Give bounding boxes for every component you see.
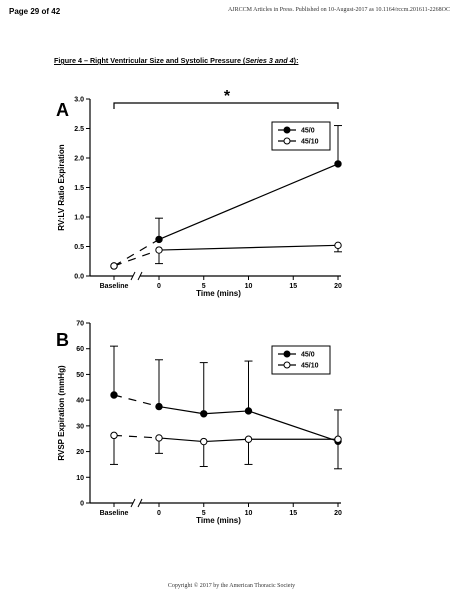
panel-a-y-tick-label: 3.0: [74, 97, 84, 104]
panel-b-series-1-line-segment: [248, 410, 339, 442]
panel-a-series-2-line-segment: [158, 244, 339, 251]
panel-b-x-tick-label: 15: [289, 510, 297, 517]
panel-a-x-tick-label: 0: [157, 283, 161, 290]
panel-a-x-tick-label: 15: [289, 283, 297, 290]
panel-b-y-tick-label: 60: [76, 346, 84, 353]
panel-a-series-1-line-segment: [158, 163, 339, 240]
panel-a-legend-marker: [283, 137, 291, 145]
panel-b-series-1-line-segment: [158, 405, 204, 415]
panel-b-x-tick-label: 0: [157, 510, 161, 517]
panel-b-series-1-point: [110, 391, 118, 399]
panel-b-label: B: [56, 330, 69, 350]
panel-a-legend-entry: 45/10: [301, 139, 319, 146]
panel-b-series-1-line-segment: [113, 394, 160, 408]
panel-b-y-axis-label: RVSP Expiration (mmHg): [57, 365, 66, 461]
panel-b-y-tick-label: 0: [80, 501, 84, 508]
panel-b-legend-marker: [283, 361, 291, 369]
panel-a-y-tick-label: 2.0: [74, 156, 84, 163]
panel-a-significance-star: *: [224, 88, 231, 105]
panel-b-x-axis-label: Time (mins): [196, 516, 241, 525]
panel-b-x-tick-label: 5: [202, 510, 206, 517]
panel-b-series-1-line-segment: [203, 410, 249, 415]
panel-b-series-2-point: [334, 435, 342, 443]
panel-a-series-2-point: [334, 241, 342, 250]
panel-a-series-2-line-segment: [113, 249, 160, 267]
panel-a-series-2-point: [155, 246, 163, 254]
panel-a-axis-break: [137, 271, 143, 281]
caption-suffix: ):: [293, 56, 299, 65]
panel-a-series-2-point: [110, 262, 118, 270]
panel-b-legend-entry: 45/10: [301, 363, 319, 370]
panel-b-axis-break: [130, 498, 136, 508]
panel-a-series-1-point: [334, 160, 342, 168]
panel-b-series-2-point: [244, 435, 253, 443]
panel-a-y-tick-label: 0.0: [74, 274, 84, 281]
panel-a-y-tick-label: 2.5: [74, 126, 84, 133]
panel-b-series-2-point: [155, 434, 163, 442]
caption-prefix: Figure 4 – Right Ventricular Size and Sy…: [54, 56, 246, 65]
panel-b-legend-marker: [283, 350, 291, 358]
panel-b-legend-entry: 45/0: [301, 352, 315, 359]
panel-a-label: A: [56, 100, 69, 120]
panel-b-x-tick-label: Baseline: [100, 510, 129, 517]
panel-a-significance-bracket: [113, 102, 339, 109]
panel-b-series-2-point: [200, 437, 208, 446]
panel-b-x-tick-label: 10: [245, 510, 253, 517]
panel-a-y-tick-label: 0.5: [74, 244, 84, 251]
panel-a-x-tick-label: 10: [245, 283, 253, 290]
panel-a-x-axis-label: Time (mins): [196, 289, 241, 298]
panel-b-y-tick-label: 70: [76, 321, 84, 328]
panel-b-y-tick-label: 20: [76, 449, 84, 456]
panel-b-x-tick-label: 20: [334, 510, 342, 517]
panel-b-series-1-point: [244, 407, 253, 415]
panel-a-legend: [271, 121, 331, 151]
panel-b-y-tick-label: 50: [76, 372, 84, 379]
panel-b-series-2-line-segment: [113, 434, 160, 439]
panel-a-y-tick-label: 1.0: [74, 215, 84, 222]
panel-b-series-2-line-segment: [203, 438, 249, 443]
journal-header: AJRCCM Articles in Press. Published on 1…: [227, 7, 450, 13]
caption-italic: Series 3 and 4: [245, 56, 294, 65]
panel-b-y-tick-label: 10: [76, 475, 84, 482]
page-number: Page 29 of 42: [9, 7, 61, 16]
copyright-footer: Copyright © 2017 by the American Thoraci…: [167, 583, 296, 589]
panel-a-axis-break: [130, 271, 136, 281]
panel-a-series-1-line-segment: [113, 238, 160, 267]
panel-a-x-tick-label: Baseline: [100, 283, 129, 290]
panel-b-axis-break: [137, 498, 143, 508]
panel-a-series-1-point: [155, 235, 163, 244]
panel-b-y-tick-label: 30: [76, 423, 84, 430]
panel-a-legend-marker: [283, 126, 291, 134]
panel-a-y-tick-label: 1.5: [74, 185, 84, 192]
panel-b-y-tick-label: 40: [76, 398, 84, 405]
panel-a-x-tick-label: 20: [334, 283, 342, 290]
panel-b-legend: [271, 345, 331, 375]
panel-b-series-2-point: [110, 431, 118, 440]
panel-a-x-tick-label: 5: [202, 283, 206, 290]
panel-a-legend-entry: 45/0: [301, 128, 315, 135]
panel-b-series-1-point: [155, 402, 163, 411]
panel-b-series-1-point: [200, 410, 208, 418]
panel-b-series-2-line-segment: [158, 437, 204, 443]
panel-a-y-axis-label: RV:LV Ratio Expiration: [57, 144, 66, 230]
figure-caption: Figure 4 – Right Ventricular Size and Sy…: [54, 56, 298, 65]
